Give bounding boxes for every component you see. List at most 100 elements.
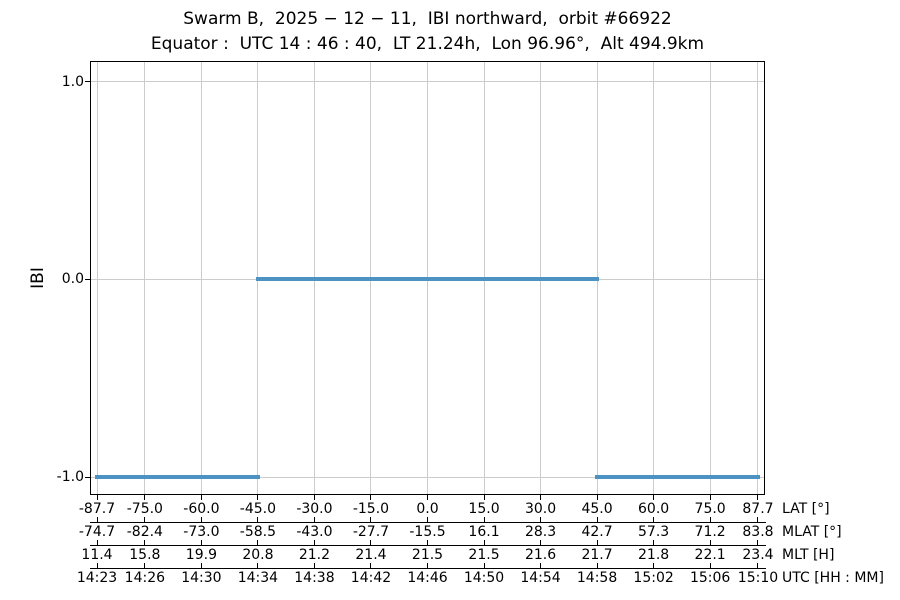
axis-row-tick: [200, 516, 202, 522]
tick-label-mlat: -58.5: [239, 524, 277, 540]
x-gridline: [709, 61, 711, 495]
axis-row-tick: [144, 516, 146, 522]
tick-label-mlt: 20.8: [242, 547, 274, 563]
tick-label-mlt: 21.5: [468, 547, 500, 563]
axis-row-tick: [96, 516, 98, 522]
x-gridline: [757, 61, 759, 495]
y-tick-label: 1.0: [61, 73, 84, 90]
tick-label-utc: 15:06: [689, 570, 731, 586]
tick-label-mlat: 16.1: [468, 524, 500, 540]
axis-row-tick: [653, 516, 655, 522]
axis-row-tick: [709, 539, 711, 545]
x-gridline: [144, 61, 146, 495]
tick-label-mlt: 15.8: [129, 547, 161, 563]
tick-label-mlt: 21.4: [355, 547, 387, 563]
x-tick: [596, 495, 598, 500]
y-tick: [85, 476, 90, 478]
axis-row-tick: [200, 539, 202, 545]
axis-row-tick: [757, 539, 759, 545]
tick-label-utc: 14:34: [237, 570, 279, 586]
axis-row-tick: [370, 563, 372, 568]
tick-label-lat: -75.0: [126, 500, 163, 517]
tick-label-mlt: 22.1: [694, 547, 726, 563]
axis-row-tick: [313, 539, 315, 545]
tick-label-utc: 14:23: [76, 570, 118, 586]
axis-row-tick: [483, 539, 485, 545]
tick-label-utc: 14:58: [576, 570, 618, 586]
tick-label-utc: 14:50: [463, 570, 505, 586]
axis-row-tick: [653, 563, 655, 568]
axis-row-tick: [427, 516, 428, 522]
tick-label-utc: 15:10: [737, 570, 779, 586]
x-gridline: [200, 61, 202, 495]
axis-row-tick: [596, 516, 598, 522]
tick-label-lat: 45.0: [581, 500, 613, 517]
axis-row-tick: [757, 563, 759, 568]
x-gridline: [96, 61, 98, 495]
axis-row-label-utc: UTC [HH : MM]: [782, 570, 884, 586]
axis-row-tick: [96, 563, 98, 568]
tick-label-mlt: 21.8: [638, 547, 670, 563]
tick-label-mlat: -27.7: [352, 524, 390, 540]
tick-label-mlt: 11.4: [81, 547, 113, 563]
tick-label-mlat: 42.7: [581, 524, 613, 540]
axis-row-tick: [257, 516, 259, 522]
axis-row-label-mlt: MLT [H]: [782, 547, 835, 563]
axis-row-tick: [483, 516, 485, 522]
tick-label-mlat: -73.0: [183, 524, 220, 540]
tick-label-lat: -87.7: [78, 500, 116, 517]
tick-label-utc: 14:26: [124, 570, 166, 586]
tick-label-mlt: 23.4: [742, 547, 774, 563]
tick-label-lat: -45.0: [239, 500, 277, 517]
x-tick: [313, 495, 315, 500]
axis-row-tick: [370, 516, 372, 522]
tick-label-lat: 30.0: [524, 500, 557, 517]
data-segment: [95, 475, 260, 480]
tick-label-lat: 75.0: [694, 500, 726, 517]
axis-row-tick: [709, 563, 711, 568]
tick-label-lat: -30.0: [296, 500, 333, 517]
x-tick: [427, 495, 428, 500]
axis-row-tick: [370, 539, 372, 545]
y-tick-label: -1.0: [56, 469, 84, 486]
tick-label-mlat: -43.0: [296, 524, 333, 540]
x-tick: [144, 495, 146, 500]
x-tick: [200, 495, 202, 500]
x-tick: [483, 495, 485, 500]
tick-label-utc: 14:46: [407, 570, 448, 586]
axis-row-tick: [257, 563, 259, 568]
tick-label-mlat: 57.3: [638, 524, 670, 540]
tick-label-mlat: 83.8: [742, 524, 774, 540]
tick-label-lat: -60.0: [183, 500, 220, 517]
plot-area: [90, 61, 765, 495]
tick-label-mlat: 28.3: [524, 524, 557, 540]
tick-label-mlat: -74.7: [78, 524, 116, 540]
tick-label-mlat: 71.2: [694, 524, 726, 540]
x-tick: [540, 495, 542, 500]
axis-row-tick: [313, 563, 315, 568]
tick-label-lat: 15.0: [468, 500, 500, 517]
tick-label-lat: 87.7: [742, 500, 774, 517]
data-segment: [595, 475, 760, 480]
x-tick: [96, 495, 98, 500]
tick-label-mlt: 21.7: [581, 547, 613, 563]
tick-label-mlt: 19.9: [185, 547, 217, 563]
axis-row-label-lat: LAT [°]: [782, 500, 830, 517]
axis-row-tick: [709, 516, 711, 522]
axis-row-spine-mlat: [90, 521, 766, 523]
tick-label-mlt: 21.5: [411, 547, 444, 563]
chart-subtitle: Equator : UTC 14 : 46 : 40, LT 21.24h, L…: [150, 34, 705, 54]
axis-row-tick: [144, 539, 146, 545]
tick-label-utc: 14:42: [350, 570, 392, 586]
axis-row-tick: [427, 539, 428, 545]
axis-row-tick: [757, 516, 759, 522]
tick-label-utc: 14:38: [294, 570, 335, 586]
tick-label-lat: 0.0: [416, 500, 439, 517]
y-tick: [85, 278, 90, 280]
axis-row-tick: [313, 516, 315, 522]
tick-label-utc: 14:54: [520, 570, 561, 586]
axis-row-tick: [483, 563, 485, 568]
axis-row-tick: [596, 539, 598, 545]
axis-row-tick: [596, 563, 598, 568]
